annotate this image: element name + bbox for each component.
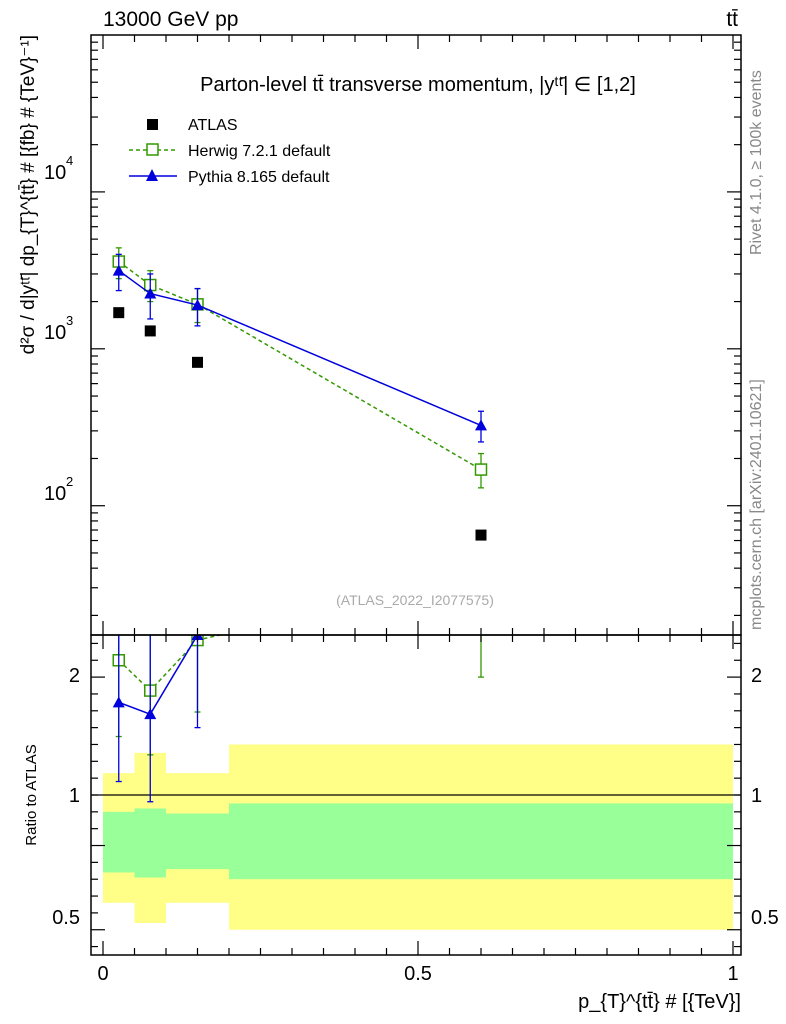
point-pythia-0 — [112, 264, 125, 276]
x-tick-label-0: 0 — [97, 963, 108, 985]
ratio-y-axis-label: Ratio to ATLAS — [23, 744, 40, 845]
y-tick-label-1e2: 10 2 — [44, 474, 73, 505]
inner-band-bin-3 — [229, 803, 733, 880]
point-atlas-0 — [113, 307, 125, 319]
point-atlas-2 — [192, 356, 203, 368]
ratio-point-pythia-1 — [144, 708, 157, 720]
ratio-errbar-herwig-3 — [478, 635, 484, 678]
x-tick-label-1: 1 — [727, 963, 738, 985]
legend-label-pythia: Pythia 8.165 default — [188, 169, 330, 186]
ratio-errbar-pythia-3 — [478, 20, 484, 357]
point-pythia-2 — [191, 299, 204, 311]
rivet-version-label: Rivet 4.1.0, ≥ 100k events — [748, 70, 765, 255]
legend: ATLAS Herwig 7.2.1 default Pythia 8.165 … — [129, 117, 331, 186]
svg-text:10: 10 — [44, 483, 66, 505]
ratio-tick-label-2-right: 2 — [751, 665, 762, 687]
ratio-uncertainty-bands — [103, 744, 733, 930]
ratio-point-herwig-3 — [476, 571, 487, 582]
y-axis-label: d²σ / d|yᵗᵗ̄| dp_{T}^{tt̄} # [{fb} # {Te… — [18, 35, 39, 354]
point-atlas-3 — [475, 529, 487, 541]
source-label: mcplots.cern.ch [arXiv:2401.10621] — [748, 379, 765, 630]
svg-text:10: 10 — [44, 162, 66, 184]
ratio-tick-label-2-left: 2 — [69, 665, 80, 687]
legend-label-atlas: ATLAS — [188, 117, 238, 134]
ratio-point-pythia-0 — [112, 696, 125, 708]
legend-label-herwig: Herwig 7.2.1 default — [188, 143, 331, 160]
ratio-tick-label-1-right: 1 — [751, 785, 762, 807]
point-pythia-1 — [144, 287, 157, 299]
ratio-line-pythia — [118, 635, 199, 716]
inner-band-bin-2 — [166, 813, 229, 870]
ratio-errbar-pythia-2 — [194, 635, 201, 729]
process-label: tt̄ — [726, 8, 738, 31]
x-tick-label-0.5: 0.5 — [404, 963, 432, 985]
ratio-point-pythia-3 — [475, 183, 487, 194]
line-pythia — [118, 270, 482, 427]
svg-text:4: 4 — [66, 153, 73, 168]
analysis-watermark: (ATLAS_2022_I2077575) — [336, 592, 494, 608]
ratio-plot-content — [112, 20, 487, 803]
svg-text:2: 2 — [66, 474, 73, 489]
collision-energy-label: 13000 GeV pp — [103, 8, 238, 31]
ratio-tick-label-1-left: 1 — [69, 785, 80, 807]
chart-title: Parton-level tt̄ transverse momentum, |y… — [200, 74, 636, 96]
legend-marker-herwig — [129, 143, 177, 156]
svg-text:10: 10 — [44, 322, 66, 344]
main-plot-content — [112, 247, 488, 541]
point-atlas-1 — [144, 325, 156, 337]
x-axis-label: p_{T}^{tt̄} # [{TeV}] — [578, 991, 741, 1013]
ratio-tick-label-0.5-left: 0.5 — [52, 907, 80, 929]
point-herwig-3 — [474, 463, 488, 476]
y-tick-label-1e4: 10 4 — [44, 153, 73, 184]
axis-ticks — [91, 35, 741, 955]
legend-marker-pythia — [129, 169, 177, 181]
inner-band-bin-0 — [103, 811, 135, 873]
line-herwig — [118, 260, 482, 471]
legend-marker-atlas — [147, 119, 158, 130]
point-pythia-3 — [475, 419, 487, 431]
inner-band-bin-1 — [134, 808, 166, 878]
svg-text:3: 3 — [66, 313, 73, 328]
y-tick-label-1e3: 10 3 — [44, 313, 73, 344]
ratio-line-herwig — [118, 635, 224, 692]
ratio-tick-label-0.5-right: 0.5 — [751, 907, 779, 929]
